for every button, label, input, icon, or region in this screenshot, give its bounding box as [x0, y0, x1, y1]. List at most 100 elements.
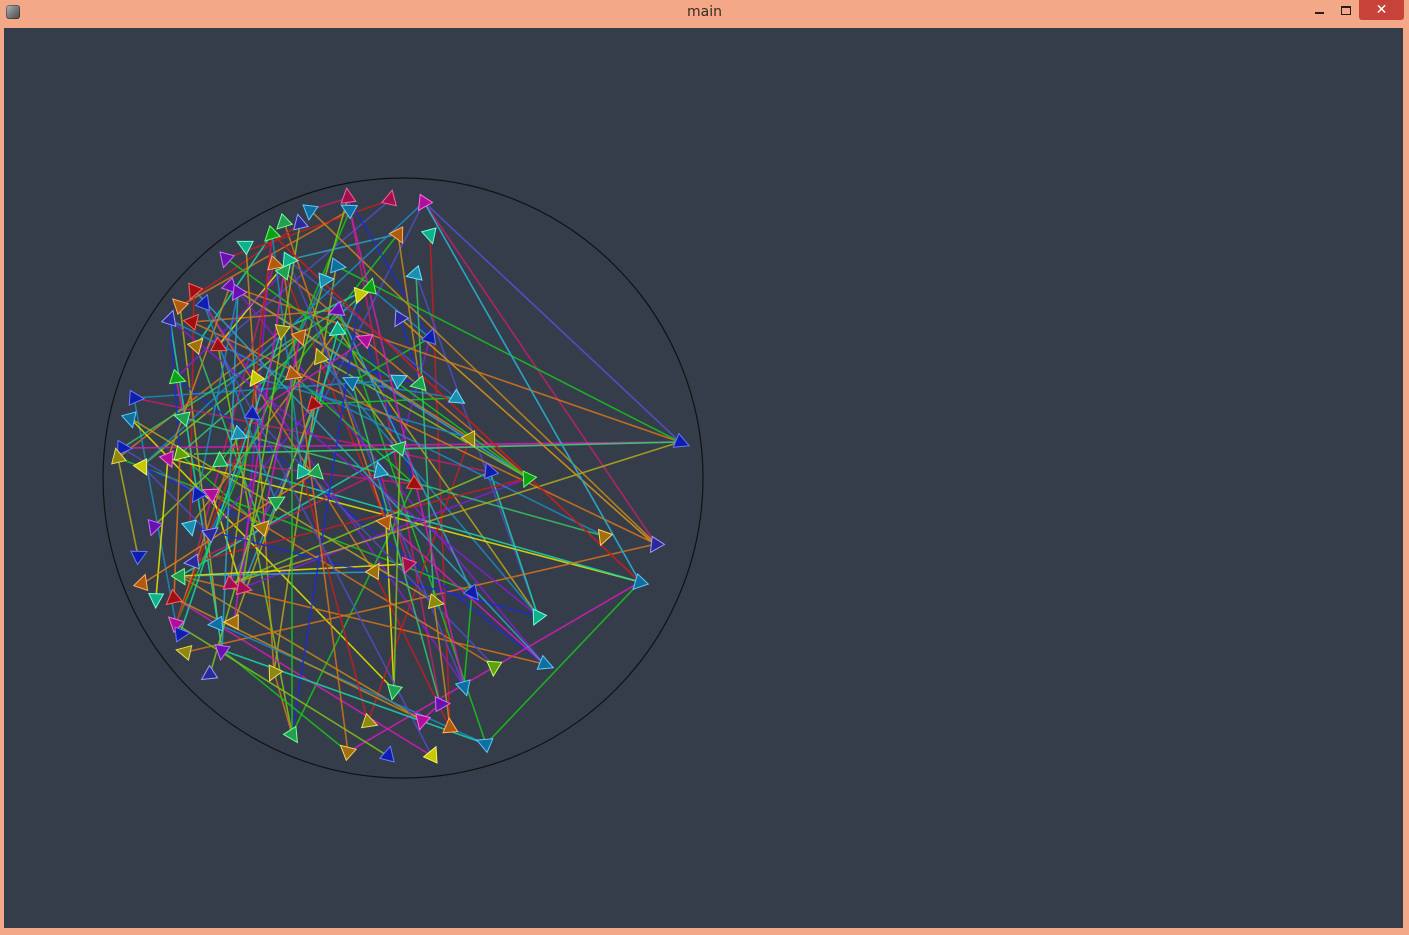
agent-triangle: [306, 462, 324, 480]
agent-triangle: [649, 535, 666, 554]
agent-link: [211, 493, 495, 667]
agent-link: [221, 649, 487, 745]
agent-link: [175, 623, 389, 757]
agent-triangle: [116, 439, 134, 456]
agent-triangle: [328, 320, 347, 337]
window-title: main: [687, 4, 722, 20]
agent-triangle: [290, 328, 307, 347]
agent-triangle: [447, 388, 466, 404]
agent-triangle: [360, 712, 379, 729]
agent-link: [283, 271, 349, 753]
agent-link: [193, 263, 275, 563]
agent-triangle: [405, 474, 424, 490]
agent-triangle: [364, 562, 380, 581]
agent-link: [153, 461, 221, 527]
agent-link: [209, 403, 315, 535]
agent-link: [141, 335, 301, 467]
agent-link: [261, 335, 301, 529]
agent-triangle: [484, 461, 500, 480]
agent-triangle: [165, 588, 183, 606]
agent-triangle: [486, 660, 503, 678]
agent-triangle: [442, 716, 459, 734]
simulation-scene: [102, 177, 704, 779]
agent-link: [221, 649, 349, 753]
agent-link: [141, 471, 317, 585]
agent-link: [229, 201, 425, 585]
agent-triangle: [409, 374, 427, 391]
agent-link: [393, 447, 401, 691]
agent-triangle: [222, 613, 239, 631]
agent-triangle: [222, 574, 241, 590]
agent-link: [273, 671, 293, 735]
agent-link: [203, 303, 277, 503]
agent-link: [229, 471, 491, 585]
agent-triangle: [522, 470, 538, 489]
agent-triangle: [236, 240, 254, 256]
agent-link: [121, 447, 199, 495]
agent-triangle: [132, 573, 149, 592]
agent-link: [179, 223, 301, 307]
agent-triangle: [415, 713, 432, 731]
agent-triangle: [206, 615, 224, 632]
agent-link: [179, 447, 401, 577]
agent-triangle: [353, 286, 370, 305]
agent-triangle: [375, 514, 392, 531]
boundary-circle: [102, 177, 704, 779]
agent-link: [217, 345, 293, 735]
agent-triangle: [191, 485, 208, 504]
agent-link: [489, 471, 539, 617]
agent-link: [179, 571, 375, 577]
render-canvas[interactable]: [4, 28, 1403, 928]
maximize-button[interactable]: [1333, 0, 1359, 20]
agent-triangle: [249, 369, 266, 387]
agent-triangle: [417, 193, 434, 212]
agent-link: [351, 381, 441, 705]
agent-triangle: [306, 394, 324, 413]
agent-triangle: [342, 376, 360, 392]
maximize-icon: [1341, 5, 1351, 15]
agent-link: [241, 223, 301, 589]
agent-triangle: [327, 300, 346, 316]
agent-triangle: [168, 368, 187, 385]
minimize-button[interactable]: [1305, 0, 1333, 20]
agent-link: [309, 209, 657, 545]
agent-triangle: [355, 334, 374, 350]
agent-triangle: [219, 251, 236, 269]
agent-triangle: [330, 257, 347, 274]
agent-triangle: [302, 204, 319, 221]
agent-triangle: [235, 578, 253, 596]
agent-triangle: [318, 272, 336, 289]
agent-link: [251, 339, 367, 415]
app-icon[interactable]: [6, 5, 20, 19]
agent-triangle: [373, 461, 390, 479]
agent-link: [197, 291, 239, 495]
agent-triangle: [167, 616, 186, 634]
title-bar[interactable]: main ✕: [0, 0, 1409, 26]
agent-link: [335, 265, 681, 443]
agent-triangle: [267, 254, 285, 271]
agent-link: [193, 289, 545, 665]
agent-triangle: [296, 463, 314, 480]
agent-triangle: [532, 608, 548, 626]
close-button[interactable]: ✕: [1359, 0, 1404, 20]
agent-link: [173, 597, 423, 721]
agent-link: [193, 441, 681, 455]
agent-triangle: [175, 645, 193, 662]
agent-triangle: [276, 212, 294, 230]
agent-link: [129, 417, 395, 691]
agent-triangle: [454, 679, 471, 697]
agent-triangle: [536, 654, 555, 670]
agent-link: [167, 457, 641, 583]
agent-link: [225, 199, 391, 259]
agent-triangle: [389, 440, 407, 457]
agent-link: [301, 471, 369, 723]
agent-link: [291, 293, 361, 735]
agent-triangle: [231, 283, 248, 302]
agent-link: [229, 285, 681, 443]
agent-triangle: [293, 213, 310, 231]
agent-triangle: [147, 518, 164, 537]
agent-link: [291, 373, 415, 485]
agent-triangle: [202, 488, 220, 504]
agent-triangle: [111, 447, 128, 465]
agent-triangle: [386, 683, 404, 701]
